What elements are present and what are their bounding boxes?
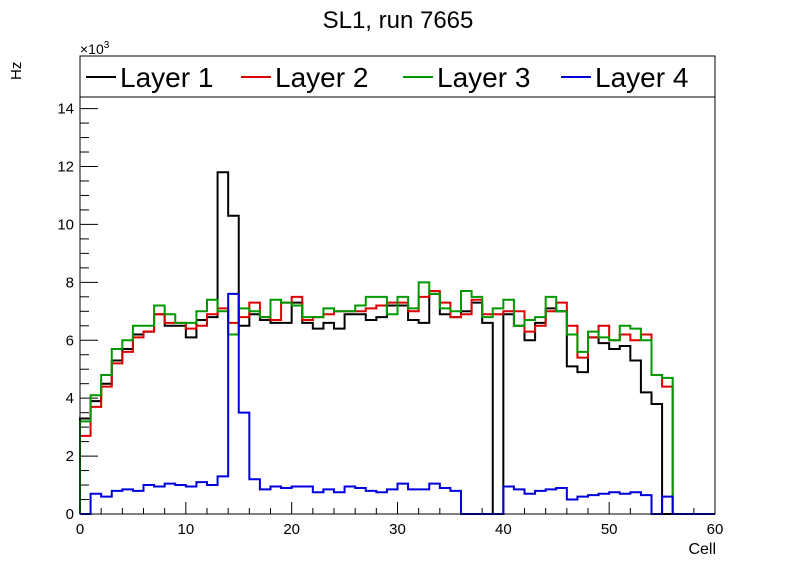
- y-tick-label: 12: [57, 159, 74, 176]
- x-tick-label: 20: [283, 521, 300, 538]
- y-axis-label: Hz: [8, 62, 25, 80]
- x-tick-label: 60: [707, 521, 724, 538]
- y-multiplier: ×103: [80, 40, 110, 57]
- y-tick-label: 14: [57, 101, 74, 118]
- x-tick-label: 0: [76, 521, 84, 538]
- legend-label: Layer 3: [437, 62, 530, 93]
- y-tick-label: 2: [66, 448, 74, 465]
- y-tick-label: 8: [66, 274, 74, 291]
- legend-box: [79, 55, 716, 98]
- series-layer-3: [79, 281, 715, 515]
- x-tick-label: 50: [601, 521, 618, 538]
- x-tick-label: 10: [177, 521, 194, 538]
- x-axis-label: Cell: [688, 541, 716, 558]
- series-layer-4: [80, 292, 715, 515]
- legend: Layer 1 Layer 2 Layer 3 Layer 4: [79, 55, 716, 98]
- y-tick-label: 10: [57, 216, 74, 233]
- y-tick-label: 6: [66, 332, 74, 349]
- legend-label: Layer 4: [595, 62, 688, 93]
- y-tick-label: 0: [66, 506, 74, 523]
- legend-label: Layer 2: [275, 62, 368, 93]
- series-layer-2: [79, 290, 715, 515]
- x-tick-label: 30: [389, 521, 406, 538]
- series-group: [79, 171, 715, 515]
- legend-label: Layer 1: [120, 62, 213, 93]
- x-tick-label: 40: [495, 521, 512, 538]
- series-layer-1: [79, 171, 715, 515]
- chart-title: SL1, run 7665: [323, 7, 474, 34]
- y-multiplier-base: ×10: [80, 41, 104, 57]
- axes: 0 10 20 30 40 50 60 0 2 4 6 8 10 12 14: [57, 101, 723, 538]
- y-multiplier-exp: 3: [104, 40, 110, 51]
- y-tick-label: 4: [66, 390, 74, 407]
